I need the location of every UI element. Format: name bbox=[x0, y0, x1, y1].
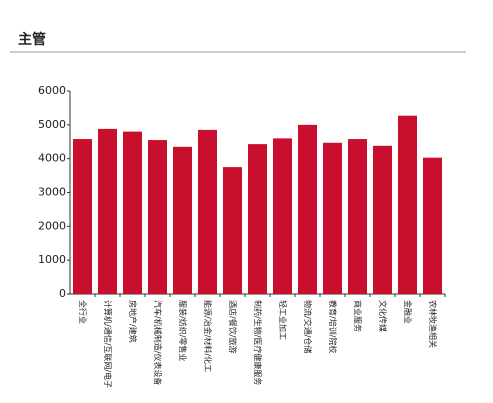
x-tick-label: 物流/交通/仓储 bbox=[303, 300, 313, 353]
bar bbox=[323, 142, 342, 294]
bar bbox=[273, 138, 292, 294]
x-tick-label: 汽车/机械制造/仪表设备 bbox=[153, 300, 163, 385]
bar bbox=[373, 145, 392, 294]
bar bbox=[223, 167, 242, 294]
x-tick-label: 房地产/建筑 bbox=[128, 300, 138, 343]
x-tick-label: 农林牧渔相关 bbox=[428, 300, 438, 348]
y-tick-label: 3000 bbox=[38, 186, 66, 199]
y-tick-label: 4000 bbox=[38, 152, 66, 165]
x-tick-label: 计算机/通信/互联网/电子 bbox=[103, 300, 113, 388]
bar bbox=[298, 124, 317, 294]
x-tick-label: 制药/生物/医疗健康服务 bbox=[253, 300, 263, 385]
x-tick-label: 商业服务 bbox=[353, 300, 363, 332]
x-tick-label: 酒店/餐饮/旅游 bbox=[228, 300, 238, 353]
y-tick-label: 1000 bbox=[38, 253, 66, 266]
bar bbox=[198, 129, 217, 294]
y-tick-label: 5000 bbox=[38, 118, 66, 131]
x-tick-label: 金融业 bbox=[403, 300, 413, 324]
x-tick-label: 教育/培训/院校 bbox=[328, 300, 338, 353]
bar bbox=[73, 139, 92, 294]
bar bbox=[173, 146, 192, 294]
page-title: 主管 bbox=[18, 31, 46, 48]
x-tick-label: 文化传媒 bbox=[378, 300, 388, 332]
x-tick-label: 轻工业加工 bbox=[278, 300, 288, 340]
y-tick-label: 0 bbox=[59, 287, 66, 300]
y-tick-label: 6000 bbox=[38, 84, 66, 97]
x-tick-label: 服装/纺织/零售业 bbox=[178, 300, 188, 361]
bar bbox=[123, 131, 142, 294]
bar bbox=[98, 128, 117, 294]
bar bbox=[398, 115, 417, 294]
bar bbox=[248, 144, 267, 294]
x-tick-label: 能源/冶金/材料/化工 bbox=[203, 300, 213, 372]
bar bbox=[348, 139, 367, 294]
x-tick-label: 全行业 bbox=[78, 300, 88, 324]
bar bbox=[423, 157, 442, 294]
y-tick-label: 2000 bbox=[38, 219, 66, 232]
bar bbox=[148, 140, 167, 294]
